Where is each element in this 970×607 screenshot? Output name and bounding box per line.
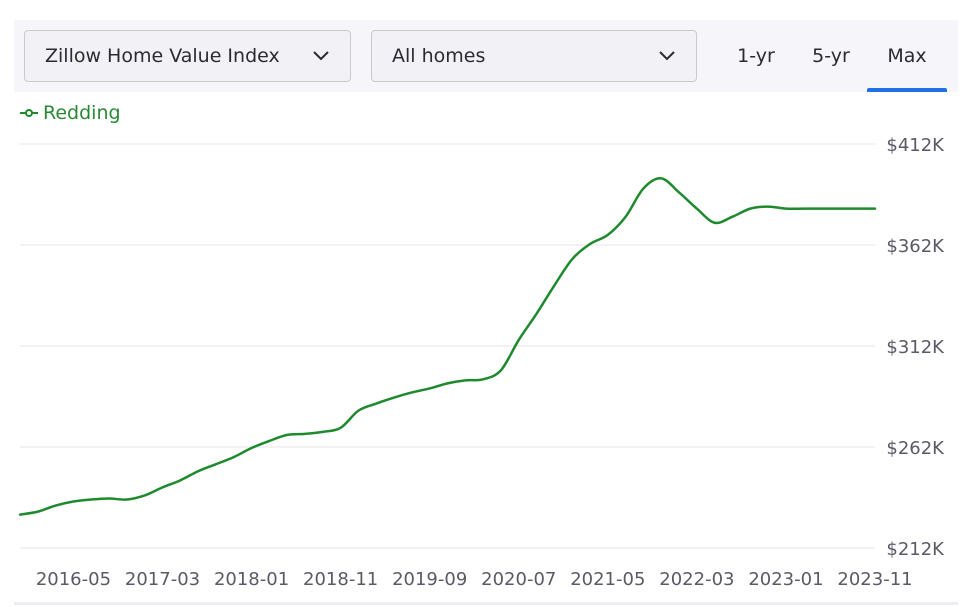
y-tick-label: $212K: [886, 539, 945, 560]
series-line-redding: [18, 177, 877, 516]
x-tick-label: 2018-11: [303, 569, 378, 590]
range-tab-5yr[interactable]: 5-yr: [812, 45, 850, 67]
series-layer: [18, 177, 877, 516]
x-tick-label: 2019-09: [392, 569, 467, 590]
chart-controls-bar: Zillow Home Value Index All homes 1-yr 5…: [14, 20, 958, 92]
x-tick-label: 2020-07: [481, 569, 556, 590]
x-tick-label: 2018-01: [214, 569, 289, 590]
range-tab-max[interactable]: Max: [867, 30, 947, 92]
legend-series-label: Redding: [43, 102, 121, 124]
grid-lines: [20, 143, 875, 549]
chevron-down-icon: [312, 47, 330, 65]
metric-dropdown-label: Zillow Home Value Index: [45, 45, 280, 67]
chart-bottom-border: [14, 602, 958, 605]
y-axis-ticks: $412K $362K $312K $262K $212K: [886, 135, 945, 560]
y-tick-label: $362K: [886, 236, 945, 257]
x-tick-label: 2021-05: [570, 569, 645, 590]
legend-line-marker-icon: [20, 102, 38, 124]
metric-dropdown[interactable]: Zillow Home Value Index: [24, 30, 351, 82]
x-tick-label: 2023-01: [748, 569, 823, 590]
x-axis-ticks: 2016-05 2017-03 2018-01 2018-11 2019-09 2020-…: [36, 569, 913, 590]
y-tick-label: $262K: [886, 438, 945, 459]
range-tab-1yr[interactable]: 1-yr: [737, 45, 775, 67]
home-type-dropdown[interactable]: All homes: [371, 30, 697, 82]
home-type-dropdown-label: All homes: [392, 45, 486, 67]
y-tick-label: $412K: [886, 135, 945, 156]
x-tick-label: 2023-11: [837, 569, 912, 590]
x-tick-label: 2022-03: [659, 569, 734, 590]
chevron-down-icon: [658, 47, 676, 65]
x-tick-label: 2017-03: [125, 569, 200, 590]
chart-legend: Redding: [20, 102, 121, 124]
y-tick-label: $312K: [886, 337, 945, 358]
x-tick-label: 2016-05: [36, 569, 111, 590]
